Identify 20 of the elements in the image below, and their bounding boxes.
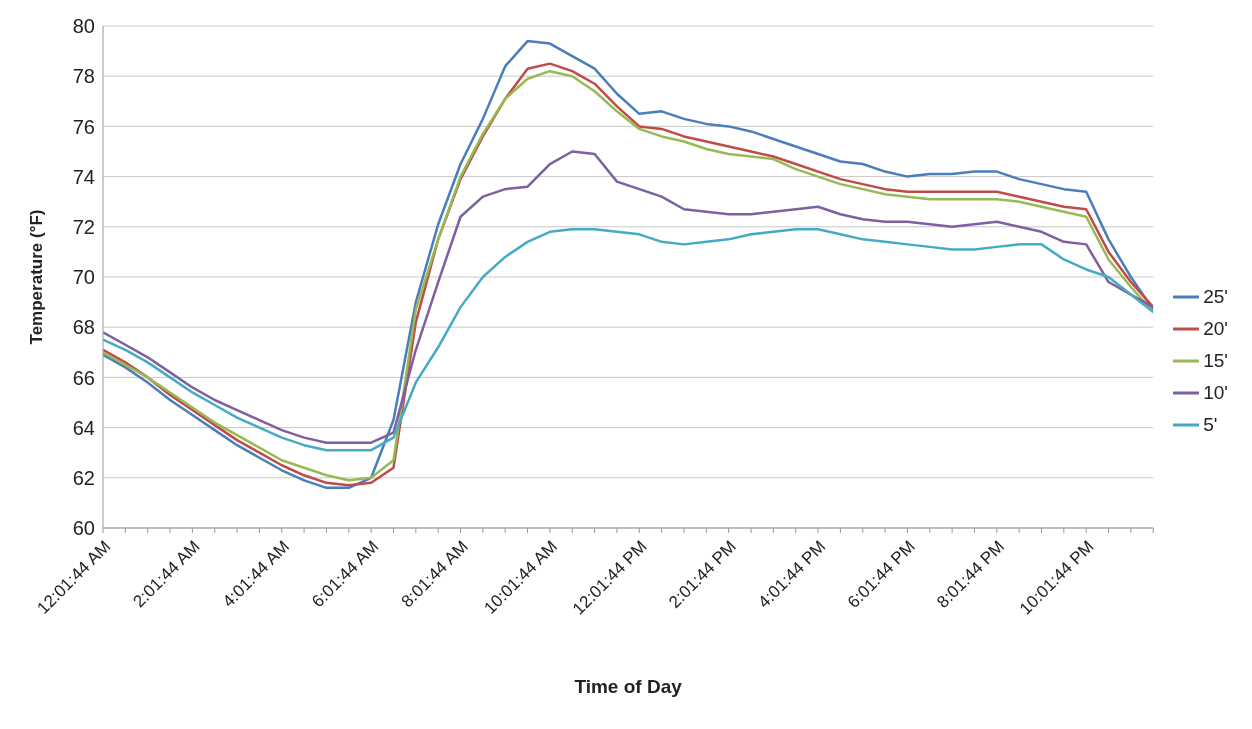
y-tick-label: 76 [72, 115, 95, 138]
y-tick-label: 80 [72, 15, 95, 38]
legend-label: 10' [1203, 381, 1228, 404]
y-tick-label: 62 [72, 466, 95, 489]
legend-label: 25' [1203, 285, 1228, 308]
y-tick-label: 66 [72, 366, 95, 389]
line-series [103, 150, 1154, 444]
y-tick-label: 74 [72, 165, 95, 188]
x-axis-title: Time of Day [574, 676, 683, 697]
y-axis-title: Temperature (°F) [27, 209, 47, 345]
legend-label: 20' [1203, 317, 1228, 340]
y-tick-label: 78 [72, 65, 95, 88]
y-tick-label: 64 [72, 416, 95, 439]
legend-label: 5' [1203, 413, 1218, 436]
y-tick-label: 68 [72, 316, 95, 339]
y-tick-label: 72 [72, 215, 95, 238]
y-tick-label: 70 [72, 266, 95, 289]
y-tick-label: 60 [72, 517, 95, 540]
line-series [103, 228, 1154, 452]
legend-label: 15' [1203, 349, 1228, 372]
